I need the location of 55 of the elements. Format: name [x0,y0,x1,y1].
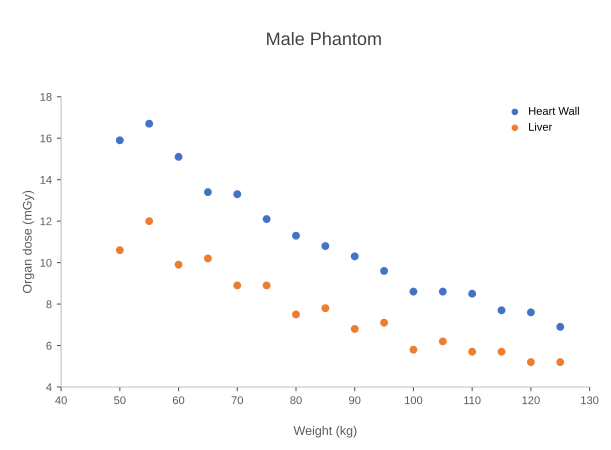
y-axis-title: Organ dose (mGy) [22,190,34,294]
point [145,120,154,128]
point [174,260,182,269]
x-tick-label: 100 [405,396,422,404]
point [292,232,300,240]
point [556,322,564,331]
point [145,217,154,226]
y-tick-label: 12 [40,217,52,226]
x-tick-label: 110 [464,396,481,404]
legend-label: Liver [529,122,552,131]
point [204,254,212,262]
chart-title: Male Phantom [267,32,381,46]
x-tick-label: 130 [581,396,598,404]
point [498,348,506,356]
x-tick-label: 70 [232,396,244,404]
point [350,252,359,260]
point [438,288,447,296]
point [174,152,182,161]
legend-label: Heart Wall [529,106,579,115]
point [380,318,388,327]
point [233,281,242,290]
point [409,288,418,296]
point [556,358,564,366]
point [468,348,476,356]
x-tick-label: 50 [114,396,126,404]
point [321,242,330,250]
y-tick-label: 6 [46,342,52,350]
point [526,308,535,316]
point [438,337,447,346]
point [498,306,506,314]
y-tick-label: 4 [46,383,52,392]
y-tick-label: 10 [40,258,52,267]
x-tick-label: 80 [290,396,302,404]
x-axis-title: Weight (kg) [294,426,356,438]
point [321,304,330,312]
point [468,290,476,298]
y-tick-label: 14 [40,176,52,184]
x-tick-label: 90 [349,396,360,404]
point [350,325,359,333]
point [262,215,271,224]
point [116,136,124,144]
y-tick-label: 18 [40,93,52,101]
point [262,281,271,290]
point [204,188,212,196]
point [116,246,124,254]
y-tick-label: 16 [40,134,52,142]
point [380,266,388,275]
point [526,358,535,366]
x-tick-label: 60 [172,396,184,404]
x-tick-label: 120 [522,396,540,404]
point [409,346,418,354]
y-tick-label: 8 [46,300,52,308]
point [233,190,242,198]
x-tick-label: 40 [55,396,67,404]
point [292,310,300,318]
